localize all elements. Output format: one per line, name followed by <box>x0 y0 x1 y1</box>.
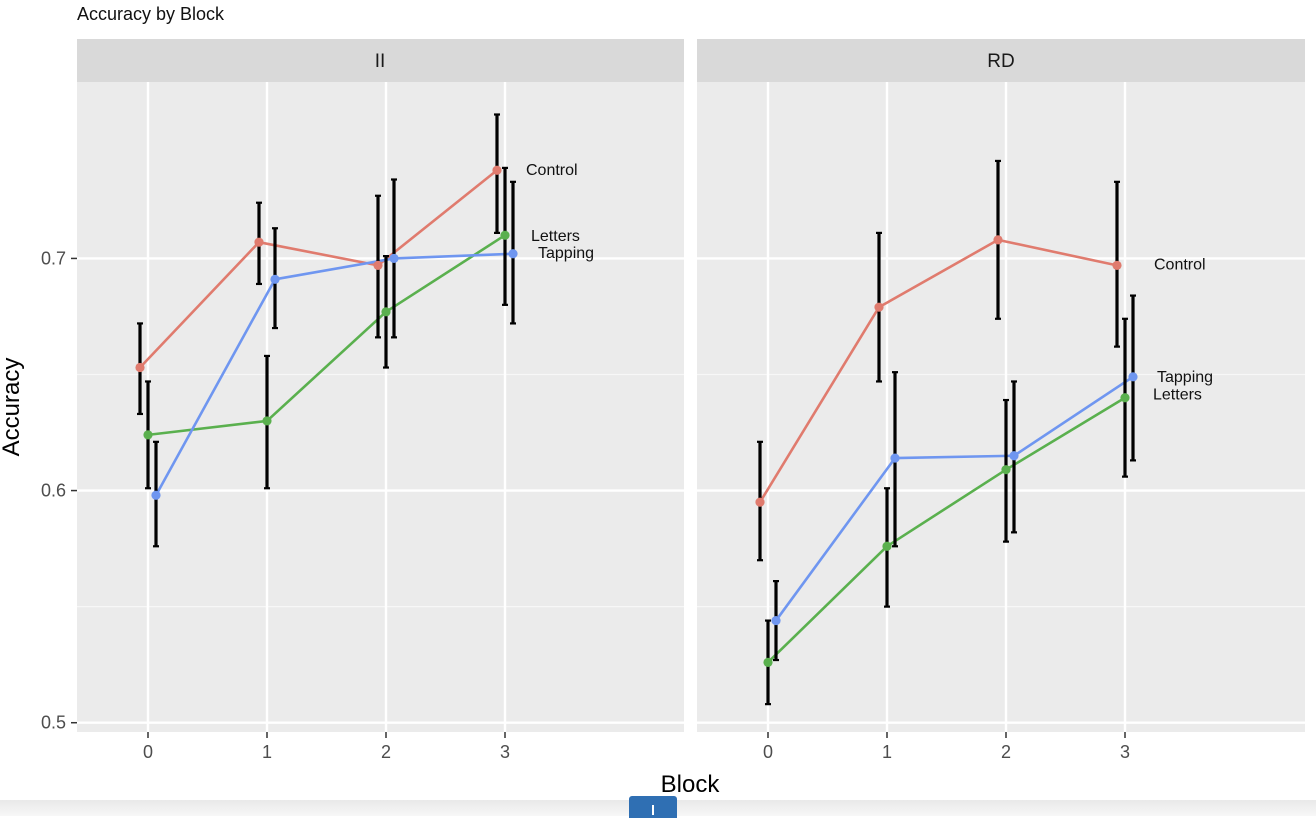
data-point-control <box>1112 260 1122 270</box>
data-point-control <box>993 235 1003 245</box>
series-label-letters: Letters <box>531 228 580 245</box>
data-point-tapping <box>890 453 900 463</box>
data-point-control <box>755 497 765 507</box>
series-line-letters <box>767 396 1126 664</box>
data-point-letters <box>1001 465 1011 475</box>
strip-label-rd: RD <box>987 51 1014 72</box>
y-tick-label: 0.5 <box>41 713 66 733</box>
data-point-control <box>373 260 383 270</box>
series-label-control: Control <box>526 162 578 179</box>
data-point-letters <box>381 307 391 317</box>
y-tick-label: 0.7 <box>41 248 66 268</box>
x-axis: 0 1 2 3 0 1 2 3 <box>143 732 1130 762</box>
series-label-control: Control <box>1154 256 1206 273</box>
chart-title: Accuracy by Block <box>77 4 225 24</box>
data-point-letters <box>882 541 892 551</box>
data-point-tapping <box>1128 372 1138 382</box>
x-tick-label: 1 <box>882 742 892 762</box>
y-axis: 0.5 0.6 0.7 <box>41 248 77 733</box>
x-tick-label: 2 <box>381 742 391 762</box>
y-axis-title: Accuracy <box>0 358 25 457</box>
strip-label-ii: II <box>375 51 386 72</box>
strip-ii <box>77 39 684 82</box>
data-point-control <box>254 237 264 247</box>
x-axis-title: Block <box>661 771 721 798</box>
data-point-tapping <box>270 274 280 284</box>
x-tick-label: 1 <box>262 742 272 762</box>
data-point-letters <box>500 230 510 240</box>
data-point-tapping <box>151 490 161 500</box>
expand-button[interactable] <box>629 796 677 818</box>
series-line-tapping <box>154 252 514 496</box>
series-label-tapping: Tapping <box>1157 369 1213 386</box>
x-tick-label: 0 <box>763 742 773 762</box>
data-point-tapping <box>389 253 399 264</box>
series-line-letters <box>147 234 506 437</box>
series-label-letters: Letters <box>1153 387 1202 404</box>
data-point-tapping <box>771 615 781 626</box>
series-line-control <box>139 169 498 369</box>
strip-rd <box>697 39 1305 82</box>
data-point-control <box>135 362 145 373</box>
x-tick-label: 0 <box>143 742 153 762</box>
expand-icon <box>652 805 654 815</box>
data-point-tapping <box>1009 451 1019 461</box>
data-point-letters <box>262 416 272 426</box>
series-line-tapping <box>774 375 1134 622</box>
x-tick-label: 2 <box>1001 742 1011 762</box>
panel-background-ii <box>77 82 684 732</box>
data-point-control <box>492 165 502 175</box>
data-point-letters <box>143 430 153 440</box>
x-tick-label: 3 <box>1120 742 1130 762</box>
data-point-letters <box>1120 393 1130 403</box>
data-point-tapping <box>508 249 518 259</box>
series-line-control <box>758 238 1118 503</box>
x-tick-label: 3 <box>500 742 510 762</box>
data-point-control <box>874 302 884 312</box>
panel-background-rd <box>697 82 1305 732</box>
y-tick-label: 0.6 <box>41 481 66 501</box>
series-label-tapping: Tapping <box>538 245 594 262</box>
data-point-letters <box>763 657 773 667</box>
